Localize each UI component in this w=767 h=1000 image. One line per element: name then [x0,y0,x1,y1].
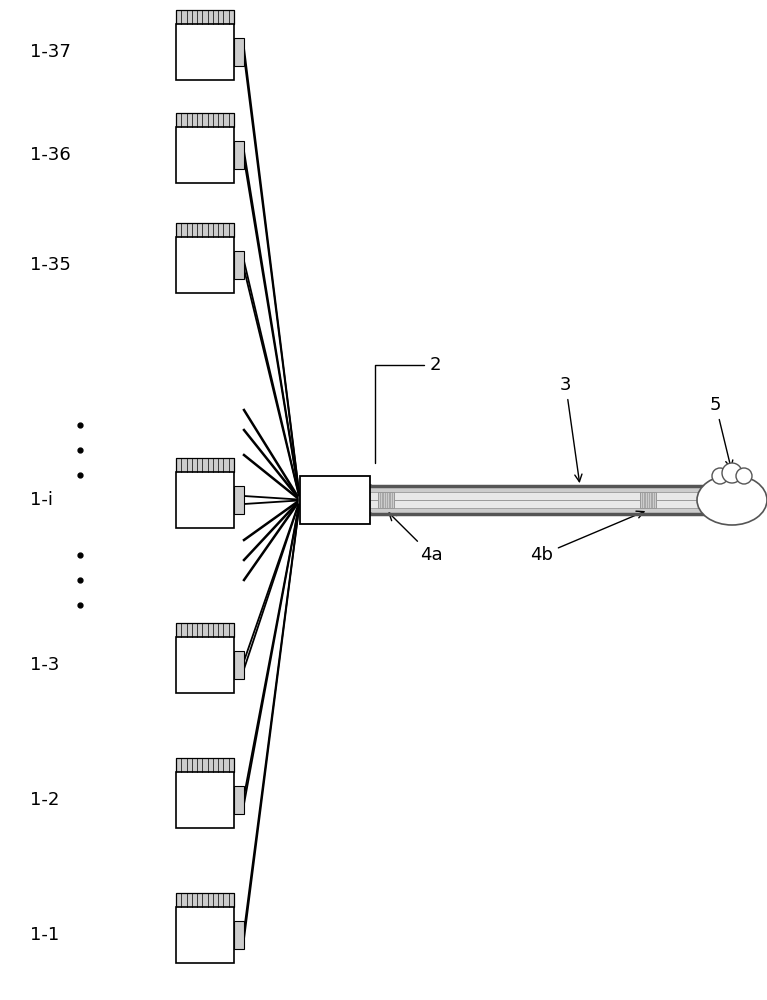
Bar [176,10,234,24]
Bar [640,492,656,508]
Bar [370,492,720,508]
Bar [370,486,720,514]
Bar [300,476,370,524]
Text: 1-3: 1-3 [30,656,59,674]
Text: 5: 5 [710,396,732,468]
Text: 1-2: 1-2 [30,791,59,809]
Polygon shape [244,500,300,939]
Bar [378,492,394,508]
Bar [176,24,234,80]
Polygon shape [244,500,300,669]
Bar [234,251,244,279]
Text: 3: 3 [560,376,582,482]
Polygon shape [244,151,300,500]
Bar [234,38,244,66]
Circle shape [712,468,728,484]
Circle shape [718,494,750,526]
Polygon shape [244,500,300,804]
Text: 1-35: 1-35 [30,256,71,274]
Bar [176,623,234,637]
Bar [176,907,234,963]
Bar [176,472,234,528]
Polygon shape [300,492,370,508]
Circle shape [736,468,752,484]
Polygon shape [244,48,300,500]
Circle shape [718,474,750,506]
Polygon shape [300,486,370,514]
Circle shape [722,463,742,483]
Text: 1-1: 1-1 [30,926,59,944]
Bar [176,458,234,472]
Bar [234,651,244,679]
Circle shape [734,492,762,520]
Bar [234,786,244,814]
Bar [176,127,234,183]
Text: 4b: 4b [530,511,644,564]
Bar [176,637,234,693]
Bar [176,893,234,907]
Text: 1-36: 1-36 [30,146,71,164]
Text: 1-i: 1-i [30,491,53,509]
Bar [176,113,234,127]
Bar [176,772,234,828]
Text: 2: 2 [375,356,442,463]
Bar [234,486,244,514]
Circle shape [704,492,732,520]
Text: 1-37: 1-37 [30,43,71,61]
Circle shape [734,480,762,508]
Bar [234,141,244,169]
Bar [176,223,234,237]
Polygon shape [244,496,300,504]
Bar [176,758,234,772]
Text: 4a: 4a [389,513,443,564]
Ellipse shape [697,475,767,525]
Bar [176,237,234,293]
Circle shape [704,480,732,508]
Bar [234,921,244,949]
Polygon shape [244,261,300,500]
